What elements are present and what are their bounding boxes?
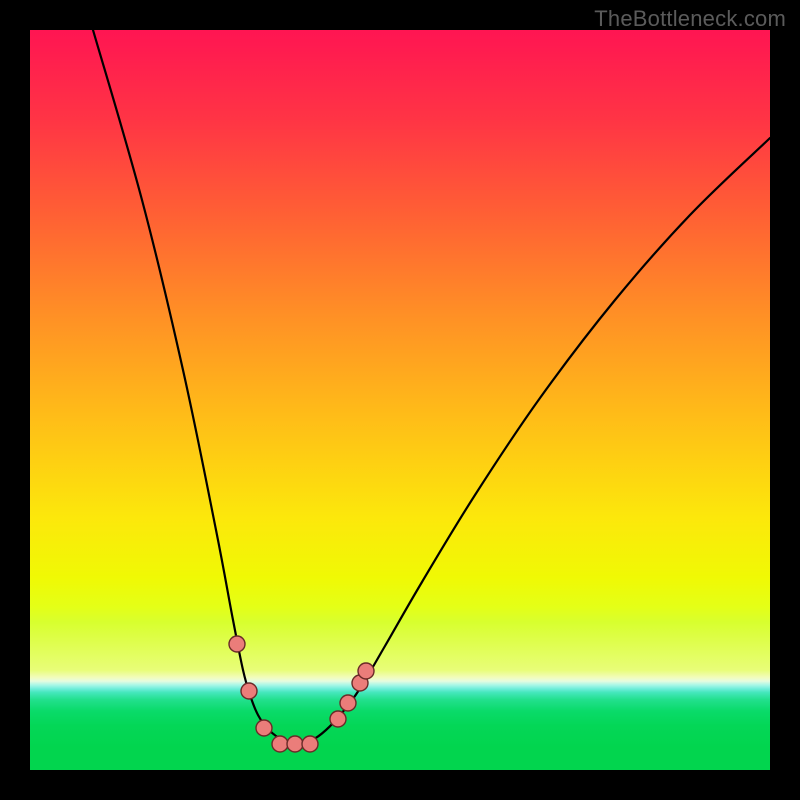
markers-right-cluster [330, 663, 374, 727]
data-marker [256, 720, 272, 736]
data-marker [287, 736, 303, 752]
watermark-text: TheBottleneck.com [594, 6, 786, 32]
data-marker [229, 636, 245, 652]
data-marker [340, 695, 356, 711]
chart-plot-area [30, 30, 770, 770]
data-marker [302, 736, 318, 752]
data-marker [358, 663, 374, 679]
chart-v-curve-layer [30, 30, 770, 770]
curve-right-branch [298, 138, 770, 742]
data-marker [272, 736, 288, 752]
curve-left-branch [93, 30, 298, 742]
data-marker [330, 711, 346, 727]
data-marker [241, 683, 257, 699]
